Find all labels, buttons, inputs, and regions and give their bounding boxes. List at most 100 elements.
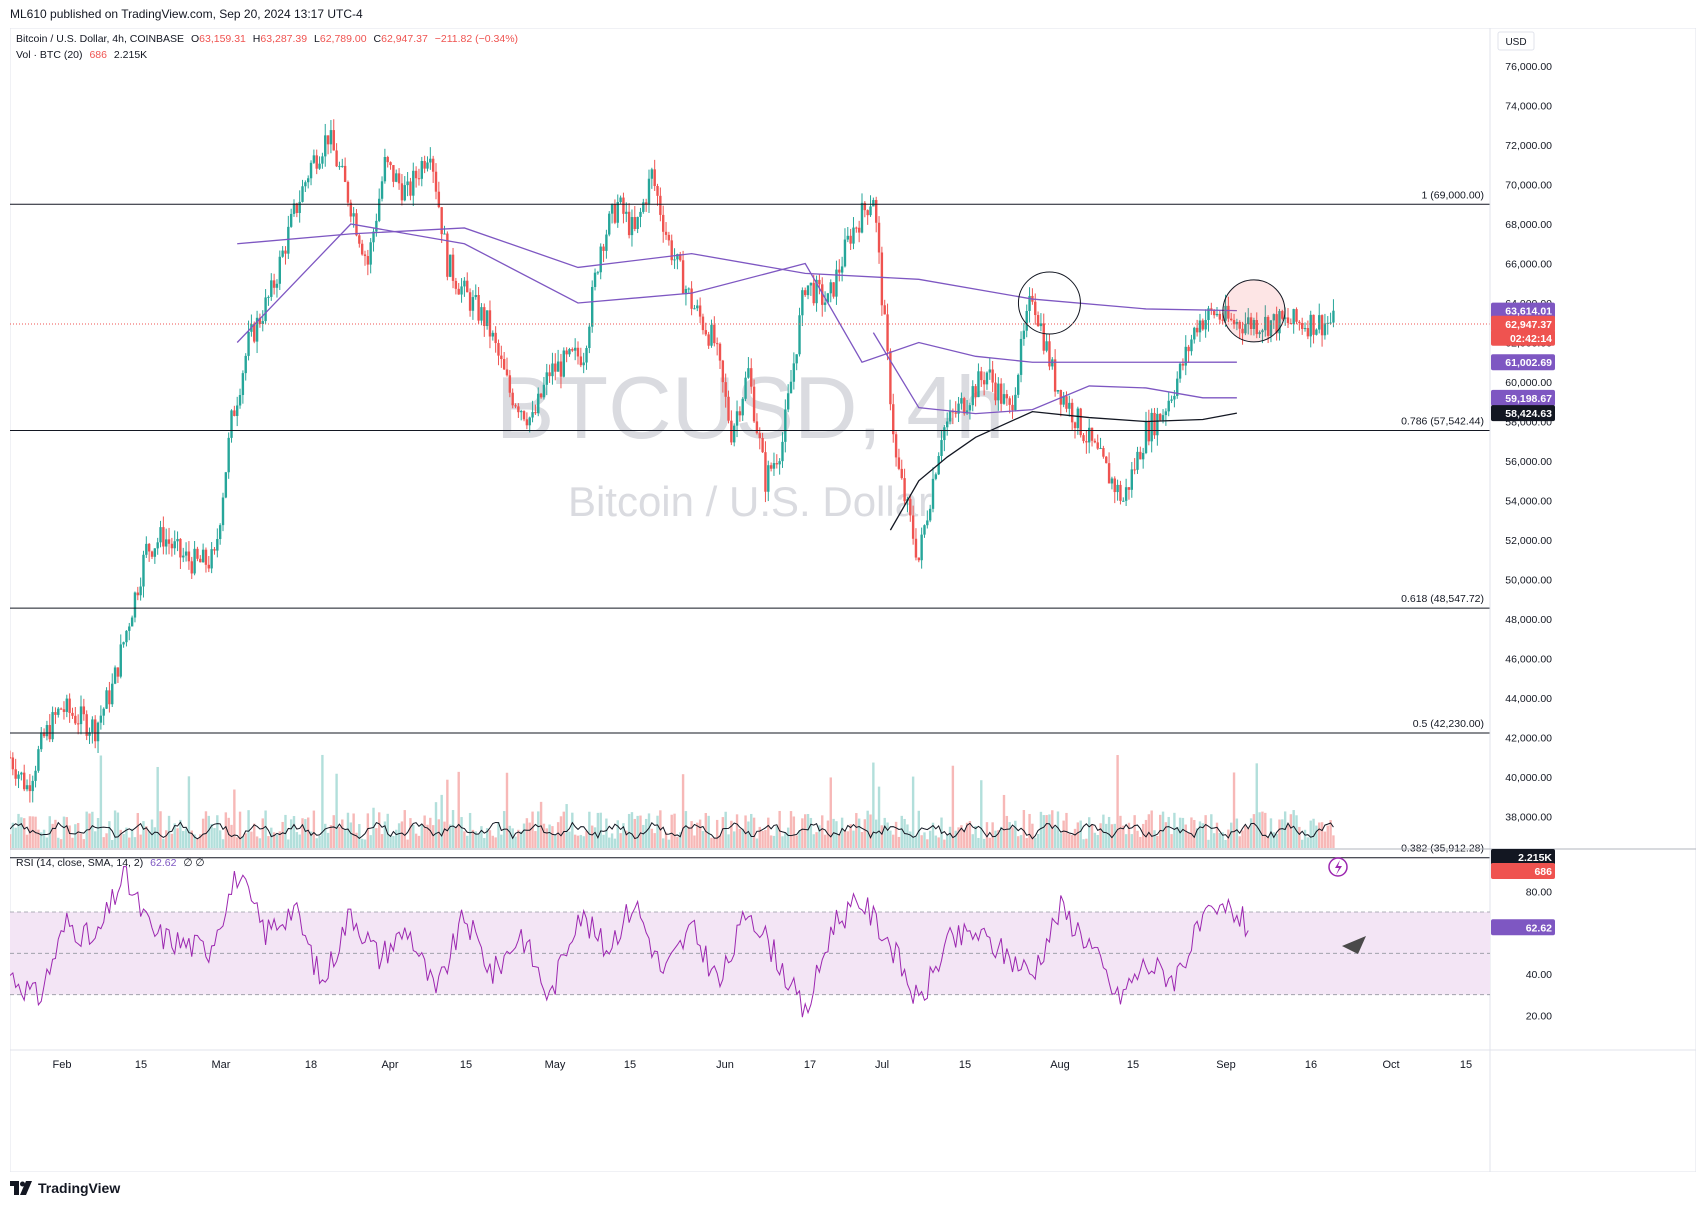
candle (1008, 396, 1011, 414)
volume-bar (823, 834, 827, 848)
volume-bar (289, 819, 293, 848)
candle (784, 399, 787, 453)
lightning-icon[interactable] (1328, 857, 1348, 877)
candle (670, 234, 673, 266)
volume-bar (278, 831, 281, 848)
candle (403, 176, 406, 202)
candle (588, 322, 591, 354)
volume-bar (1278, 819, 1281, 848)
volume-bar (1329, 820, 1332, 848)
candle (653, 159, 656, 191)
candle (971, 380, 974, 412)
volume-bar (91, 811, 94, 848)
candle (974, 383, 977, 407)
circle-annotation[interactable] (1222, 279, 1286, 343)
volume-bar (221, 839, 225, 848)
volume-bar (772, 835, 776, 848)
volume-bar (1008, 822, 1011, 848)
candle (474, 284, 477, 300)
time-axis[interactable]: Feb 15 Mar 18 Apr 15 May 15 Jun 17 Jul 15 Aug 15 Sep 16… (53, 1059, 1473, 1071)
volume-bar (775, 826, 778, 848)
volume-bar (747, 821, 750, 848)
chart-svg[interactable]: BTCUSD, 4h Bitcoin / U.S. Dollar 1 (69,0… (9, 27, 1697, 1173)
candle (585, 345, 588, 370)
volume-bar (750, 813, 753, 848)
candle (514, 403, 517, 409)
volume-bar (102, 837, 105, 848)
volume-bar (684, 811, 688, 848)
candle (34, 765, 37, 788)
candle (1187, 344, 1190, 363)
candle (241, 370, 245, 404)
candle (74, 707, 77, 725)
candle (1281, 309, 1284, 321)
candle (426, 156, 429, 172)
candle (1048, 334, 1051, 371)
candle (954, 401, 957, 418)
arrow-annotation-icon[interactable] (1342, 936, 1366, 954)
volume-bar (25, 834, 29, 848)
candle (1085, 429, 1088, 454)
currency-button[interactable] (1497, 31, 1535, 51)
volume-bar (545, 828, 548, 848)
candle (562, 347, 565, 378)
volume-bar (1150, 810, 1153, 848)
volume-bar (642, 824, 645, 848)
volume-bar (1195, 828, 1199, 848)
candle (1258, 330, 1261, 339)
candle (846, 227, 849, 243)
volume-bar (710, 837, 713, 848)
volume-bar (295, 832, 299, 848)
candle (204, 547, 208, 573)
volume-bar (74, 824, 77, 848)
volume-bar (1136, 830, 1139, 848)
candle (28, 774, 32, 803)
tradingview-logo[interactable]: TradingView (10, 1180, 120, 1196)
candle (1036, 311, 1040, 327)
candle (616, 194, 619, 228)
candle (1232, 313, 1236, 329)
candle (857, 220, 861, 243)
volume-bar (1281, 819, 1284, 848)
candle (57, 706, 60, 718)
candle (11, 752, 15, 776)
volume-bar (1093, 832, 1097, 848)
volume-bar (1039, 811, 1043, 848)
candle (781, 432, 784, 468)
volume-bar (784, 832, 787, 848)
volume-bar (1113, 823, 1116, 848)
volume-bar (275, 834, 279, 848)
price-tick-label: 72,000.00 (1505, 140, 1552, 152)
candle (76, 714, 80, 735)
volume-bar (883, 817, 886, 848)
volume-bar (565, 804, 568, 848)
volume-bar (468, 812, 472, 848)
volume-bar (568, 831, 571, 848)
time-tick-label: 17 (804, 1059, 816, 1071)
volume-bar (199, 834, 202, 848)
volume-bar (1090, 824, 1094, 848)
volume-bar (755, 838, 759, 848)
legend-o-val: 63,159.31 (199, 33, 246, 45)
candle (167, 527, 171, 555)
candle (1147, 409, 1151, 446)
volume-bar (287, 839, 290, 848)
volume-bar (213, 828, 216, 848)
circle-annotation[interactable] (1017, 271, 1081, 335)
publish-bar: ML610 published on TradingView.com, Sep … (0, 0, 1706, 28)
volume-bar (378, 812, 381, 848)
watermark-name: Bitcoin / U.S. Dollar (568, 478, 932, 525)
volume-bar (1059, 833, 1062, 848)
volume-bar (292, 816, 296, 848)
candle (602, 243, 605, 263)
volume-bar (997, 830, 1000, 848)
volume-bar (724, 811, 727, 848)
legend-rsi: RSI (14, close, SMA, 14, 2) 62.62 ∅ ∅ (16, 857, 205, 869)
legend-c-val: 62,947.37 (381, 33, 428, 45)
candle (96, 721, 100, 753)
candle (1039, 313, 1043, 332)
volume-bar (968, 821, 972, 848)
circle-annotations[interactable] (1017, 271, 1286, 343)
candle (366, 249, 370, 276)
volume-bar (150, 819, 154, 848)
